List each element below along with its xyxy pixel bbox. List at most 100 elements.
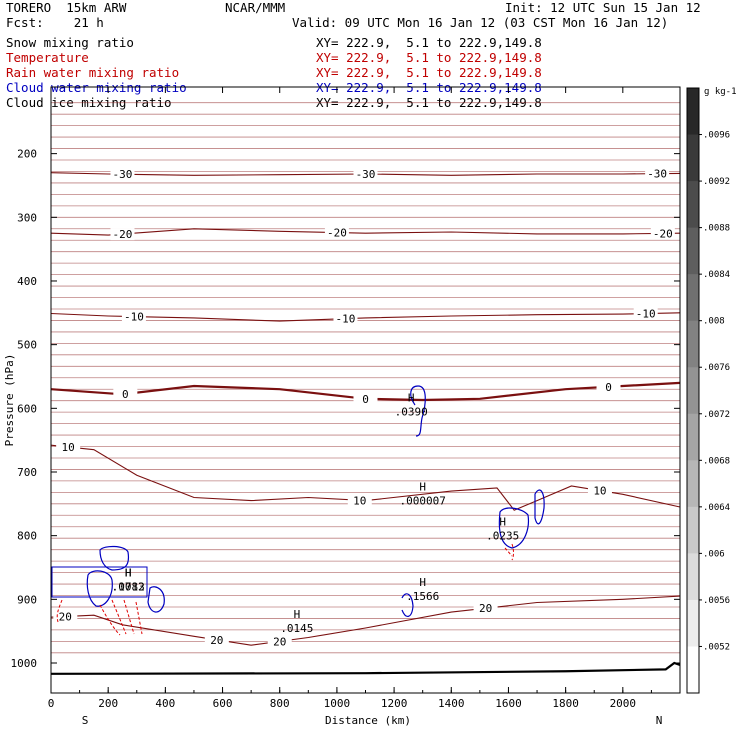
contour-label-bg <box>56 441 81 454</box>
temperature-contour-line <box>50 595 681 646</box>
field-xy-temperature: XY= 222.9, 5.1 to 222.9,149.8 <box>316 50 542 65</box>
temperature-contour-label: 10 <box>353 494 366 507</box>
temperature-contour-label: 0 <box>122 388 129 401</box>
extremum-value: .0145 <box>280 622 313 635</box>
colorbar-segment <box>687 367 699 415</box>
contour-label-bg <box>650 227 675 240</box>
y-tick-label: 200 <box>17 148 37 161</box>
colorbar-segment <box>687 506 699 554</box>
field-xy-snow: XY= 222.9, 5.1 to 222.9,149.8 <box>316 35 542 50</box>
colorbar-segment <box>687 88 699 136</box>
x-tick-label: 200 <box>98 697 118 710</box>
x-tick-label: 1600 <box>495 697 522 710</box>
colorbar-tick-label: .008 <box>703 317 725 327</box>
extremum-marker: H <box>408 392 415 405</box>
cloud-water-blob-3 <box>534 489 545 525</box>
extremum-marker: H <box>419 576 426 589</box>
temperature-contour-label: -20 <box>113 228 133 241</box>
colorbar-tick-label: .0096 <box>703 131 730 141</box>
contour-label-bg <box>110 168 135 181</box>
colorbar-segment <box>687 599 699 647</box>
colorbar-tick-label: .0068 <box>703 456 730 466</box>
cloud-water-blob-1 <box>410 385 426 437</box>
x-tick-label: 1800 <box>552 697 579 710</box>
contour-label-bg <box>633 307 658 320</box>
temperature-contour-label: 10 <box>593 485 606 498</box>
cloud-water-blob-2 <box>498 507 530 549</box>
colorbar-border <box>686 87 700 694</box>
extremum-value: .1713 <box>112 581 145 594</box>
field-label-snow: Snow mixing ratio <box>6 35 134 50</box>
colorbar-tick-label: .006 <box>703 549 725 559</box>
contour-label-bg <box>353 168 378 181</box>
y-tick-label: 700 <box>17 466 37 479</box>
temperature-contour-label: 0 <box>605 381 612 394</box>
y-tick-label: 500 <box>17 339 37 352</box>
x-end-label-south: S <box>82 714 89 727</box>
rain-water-contours <box>56 599 143 636</box>
x-tick-label: 2000 <box>610 697 637 710</box>
colorbar-segment <box>687 227 699 275</box>
extremum-value: .0082 <box>112 581 145 594</box>
extremum-marker: H <box>125 567 132 580</box>
x-tick-label: 400 <box>155 697 175 710</box>
colorbar-segment <box>687 646 699 694</box>
contour-label-bg <box>113 387 138 400</box>
y-tick-label: 800 <box>17 530 37 543</box>
y-tick-label: 900 <box>17 593 37 606</box>
extrema-labels: H.0390H.000007H.0235H.1566H.0145H.0082H.… <box>112 392 520 635</box>
extremum-value: .000007 <box>400 495 446 508</box>
colorbar-segment <box>687 134 699 182</box>
cloud-water-blob-6 <box>86 570 113 607</box>
colorbar-segment <box>687 460 699 508</box>
init-time: Init: 12 UTC Sun 15 Jan 12 <box>505 0 701 15</box>
model-title: TORERO 15km ARW <box>6 0 127 15</box>
temperature-contour-label: 10 <box>62 441 75 454</box>
contour-label-bg <box>473 602 498 615</box>
colorbar-tick-label: .0084 <box>703 270 730 280</box>
contour-label-bg <box>333 312 358 325</box>
extremum-marker: H <box>294 608 301 621</box>
temperature-contour-label: -10 <box>336 313 356 326</box>
cloud-water-box <box>51 566 148 598</box>
temperature-contour-label: -20 <box>653 227 673 240</box>
extremum-value: .0390 <box>395 406 428 419</box>
valid-time: Valid: 09 UTC Mon 16 Jan 12 (03 CST Mon … <box>292 15 669 30</box>
temperature-contour-label: 0 <box>362 393 369 406</box>
colorbar-segment <box>687 553 699 601</box>
colorbar-tick-label: .0052 <box>703 642 730 652</box>
rain-water-contours-2 <box>504 543 514 561</box>
contour-label-bg <box>324 226 349 239</box>
colorbar-tick-label: .0092 <box>703 177 730 187</box>
extremum-value: .1566 <box>406 590 439 603</box>
temperature-contour-label: -30 <box>356 168 376 181</box>
temperature-contour-label: 20 <box>273 635 286 648</box>
cloud-water-blob-7 <box>147 586 165 613</box>
extremum-marker: H <box>125 567 132 580</box>
colorbar-tick-label: .0088 <box>703 224 730 234</box>
contour-label-bg <box>267 635 292 648</box>
center-title: NCAR/MMM <box>225 0 286 15</box>
colorbar-segment <box>687 274 699 322</box>
x-end-label-north: N <box>656 714 663 727</box>
temperature-contours: -30 -30 -30 -20 -20 -20 -10 -10 -10 0 0 0 10 10 10 20 20… <box>50 102 681 675</box>
extremum-value: .0235 <box>486 530 519 543</box>
y-tick-label: 300 <box>17 211 37 224</box>
x-tick-label: 1000 <box>324 697 351 710</box>
colorbar-tick-label: .0076 <box>703 363 730 373</box>
terrain-line <box>50 661 681 675</box>
colorbar-tick-label: .0056 <box>703 596 730 606</box>
y-tick-label: 600 <box>17 402 37 415</box>
cloud-contours <box>51 385 545 636</box>
field-xy-rain: XY= 222.9, 5.1 to 222.9,149.8 <box>316 65 542 80</box>
y-tick-label: 1000 <box>11 657 38 670</box>
cloud-water-blob-4 <box>401 593 414 617</box>
temperature-contour-label: 20 <box>210 634 223 647</box>
x-tick-label: 0 <box>48 697 55 710</box>
colorbar-segment <box>687 413 699 461</box>
temperature-contour-line <box>50 228 681 236</box>
temperature-contour-label: -20 <box>327 227 347 240</box>
contour-label-bg <box>121 310 146 323</box>
colorbar-unit-label: g kg-1 <box>704 87 737 97</box>
